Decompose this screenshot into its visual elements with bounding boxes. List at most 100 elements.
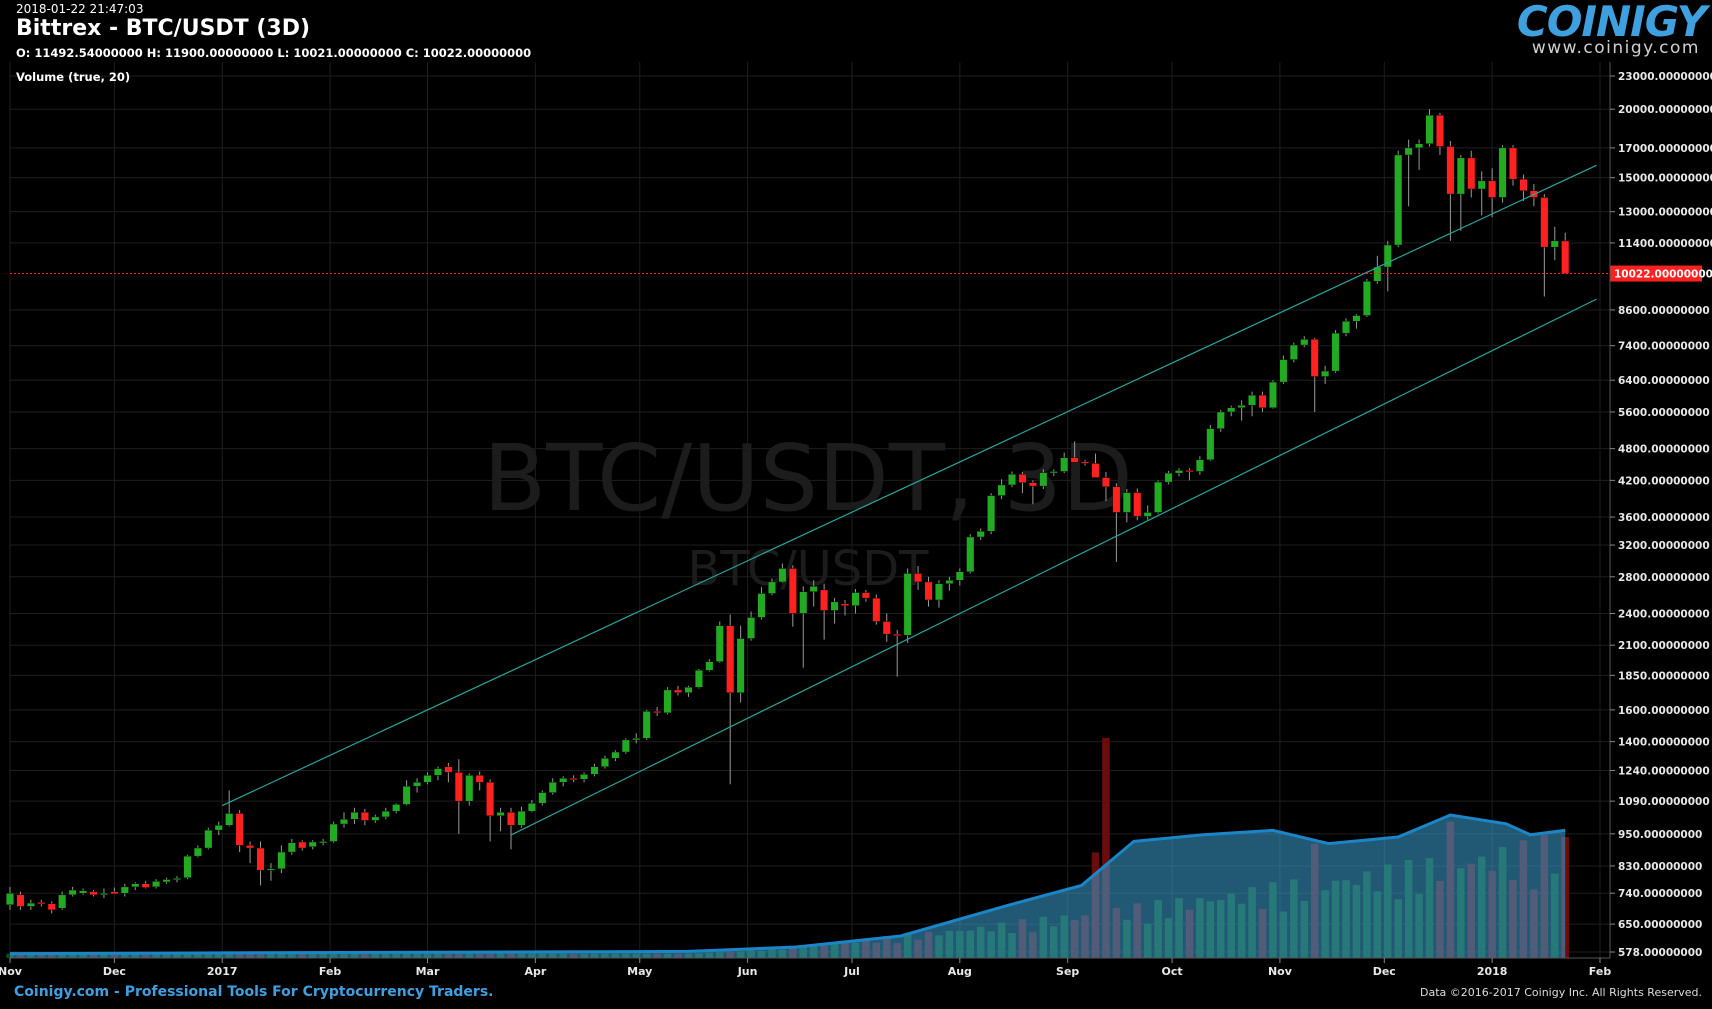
candle-up [611,751,620,759]
price-tick-label: 1600.00000000 [1618,705,1710,717]
candle-down [1101,477,1110,487]
candle-up [1477,180,1486,190]
candle-up [1362,281,1371,316]
price-tick-label: 830.00000000 [1618,861,1702,873]
candle-down [298,841,307,849]
time-tick-label: 2017 [207,965,238,978]
candle-down [893,633,902,636]
candle-up [632,738,641,741]
price-tick-label: 4800.00000000 [1618,444,1710,456]
candle-down [454,772,463,802]
price-tick-label: 3200.00000000 [1618,540,1710,552]
candle-down [882,621,891,635]
candle-up [465,775,474,802]
candle-up [621,739,630,753]
time-tick-label: Oct [1161,965,1182,978]
candle-down [914,573,923,583]
candle-up [580,774,589,780]
candle-up [747,617,756,639]
candle-up [58,894,67,909]
last-price-tag [1610,265,1702,282]
price-tick-label: 1850.00000000 [1618,670,1710,682]
price-tick-label: 578.00000000 [1618,947,1702,959]
candle-up [642,711,651,739]
candle-down [1310,339,1319,377]
time-axis[interactable]: Nov Dec 2017 Feb Mar Apr May Jun Jul Aug Sep Oct Nov… [0,957,1611,978]
candle-up [68,889,77,896]
candle-down [861,592,870,599]
price-tick-label: 650.00000000 [1618,919,1702,931]
candle-down [726,625,735,693]
watermark-main: BTC/USDT, 3D [483,425,1133,532]
trend-channel[interactable] [221,164,1597,836]
candle-down [47,903,56,911]
candle-down [1028,482,1037,487]
candle-up [120,886,129,894]
price-tick-label: 5600.00000000 [1618,407,1710,419]
candle-up [204,829,213,849]
candle-up [830,601,839,611]
time-tick-label: Jul [843,965,860,978]
channel-lower-line[interactable] [510,298,1597,836]
price-tick-label: 6400.00000000 [1618,375,1710,387]
price-tick-label: 2400.00000000 [1618,608,1710,620]
candle-up [987,495,996,532]
candle-up [1008,474,1016,486]
candle-up [99,893,108,896]
candle-up [183,855,192,878]
price-tick-label: 3600.00000000 [1618,512,1710,524]
candle-up [413,782,422,787]
candle-up [966,536,975,572]
candle-up [214,825,223,831]
candle-up [955,571,964,581]
candle-down [1540,197,1549,248]
candle-up [809,586,818,592]
price-tick-label: 17000.00000000 [1618,143,1712,155]
price-tick-label: 8600.00000000 [1618,305,1710,317]
candle-up [851,592,860,606]
time-tick-label: Dec [103,965,126,978]
volume-ma-area [10,815,1566,958]
price-tick-label: 4200.00000000 [1618,475,1710,487]
candle-down [235,813,244,846]
coinigy-logo[interactable]: COINIGY www.coinigy.com [1516,0,1707,58]
candle-down [360,812,369,821]
candle-down [1070,457,1079,463]
candle-up [1122,492,1131,513]
candle-up [1227,407,1236,413]
candle-up [152,881,161,888]
candle-up [1383,244,1392,268]
price-tick-label: 20000.00000000 [1618,104,1712,116]
price-axis[interactable]: 578.00000000 650.00000000 740.00000000 830.… [1609,62,1712,959]
candle-up [1216,411,1225,429]
candle-up [266,868,275,871]
candles-layer [6,109,1570,914]
candle-up [778,568,787,583]
price-tick-label: 1400.00000000 [1618,737,1710,749]
logo-wordmark: COINIGY [1516,0,1707,46]
candle-up [517,810,526,826]
candle-up [1175,470,1183,474]
price-tick-label: 23000.00000000 [1618,71,1712,83]
candle-down [507,812,515,826]
candle-down [872,597,881,622]
candle-up [1342,321,1350,334]
candle-up [433,768,442,776]
candle-up [329,823,338,842]
chart-watermark: BTC/USDT, 3D BTC/USDT [483,425,1133,597]
candle-up [1456,157,1465,195]
candle-up [1425,115,1434,144]
candle-up [496,812,505,816]
price-tick-label: 7400.00000000 [1618,341,1710,353]
channel-upper-line[interactable] [221,164,1597,807]
candle-up [548,782,557,793]
time-tick-label: Nov [1268,965,1293,978]
volume-pane [6,738,1569,958]
footer-tagline-link[interactable]: Coinigy.com - Professional Tools For Cry… [14,984,494,1000]
candle-up [26,902,35,907]
candle-up [1394,154,1403,246]
candle-up [694,670,703,688]
candle-down [246,845,255,849]
candle-up [287,842,296,853]
